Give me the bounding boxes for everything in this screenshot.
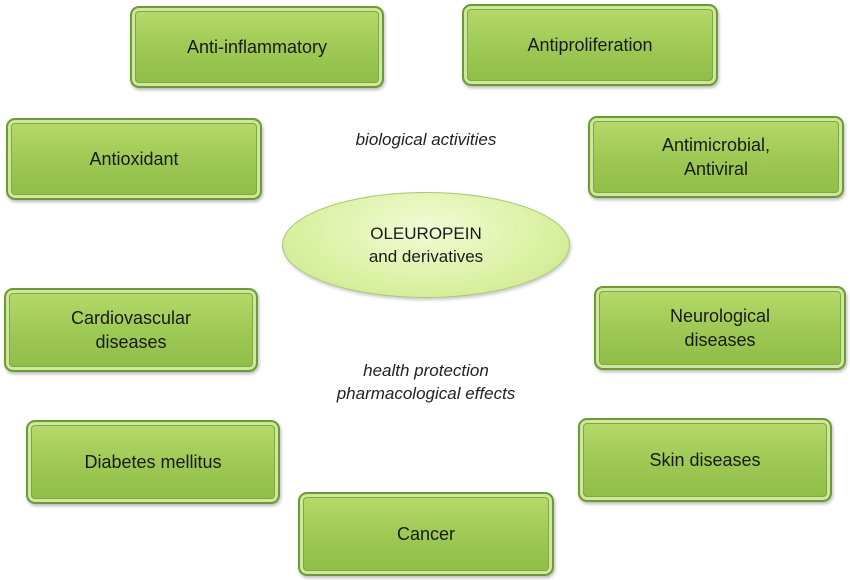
box-cardiovascular-diseases: Cardiovascular diseases	[4, 288, 258, 372]
box-label: Antiproliferation	[527, 35, 653, 55]
box-label: Neurological diseases	[669, 306, 771, 350]
caption-health-protection: health protection pharmacological effect…	[336, 361, 516, 403]
box-cancer: Cancer	[298, 492, 554, 576]
box-label: Antimicrobial, Antiviral	[661, 135, 771, 179]
center-label: OLEUROPEIN and derivatives	[368, 224, 484, 266]
box-diabetes-mellitus: Diabetes mellitus	[26, 420, 280, 504]
box-label: Cardiovascular diseases	[70, 308, 192, 352]
caption-biological-activities: biological activities	[355, 130, 497, 149]
box-label: Anti-inflammatory	[186, 37, 328, 57]
box-skin-diseases: Skin diseases	[578, 418, 832, 502]
box-antioxidant: Antioxidant	[6, 118, 262, 200]
box-anti-inflammatory: Anti-inflammatory	[130, 6, 384, 88]
box-label: Diabetes mellitus	[84, 452, 222, 472]
box-label: Skin diseases	[649, 450, 761, 470]
box-neurological-diseases: Neurological diseases	[594, 286, 846, 370]
box-label: Antioxidant	[89, 149, 179, 169]
center-ellipse: OLEUROPEIN and derivatives	[282, 192, 570, 298]
box-label: Cancer	[396, 524, 456, 544]
box-antiproliferation: Antiproliferation	[462, 4, 718, 86]
box-antimicrobial-antiviral: Antimicrobial, Antiviral	[588, 116, 844, 198]
